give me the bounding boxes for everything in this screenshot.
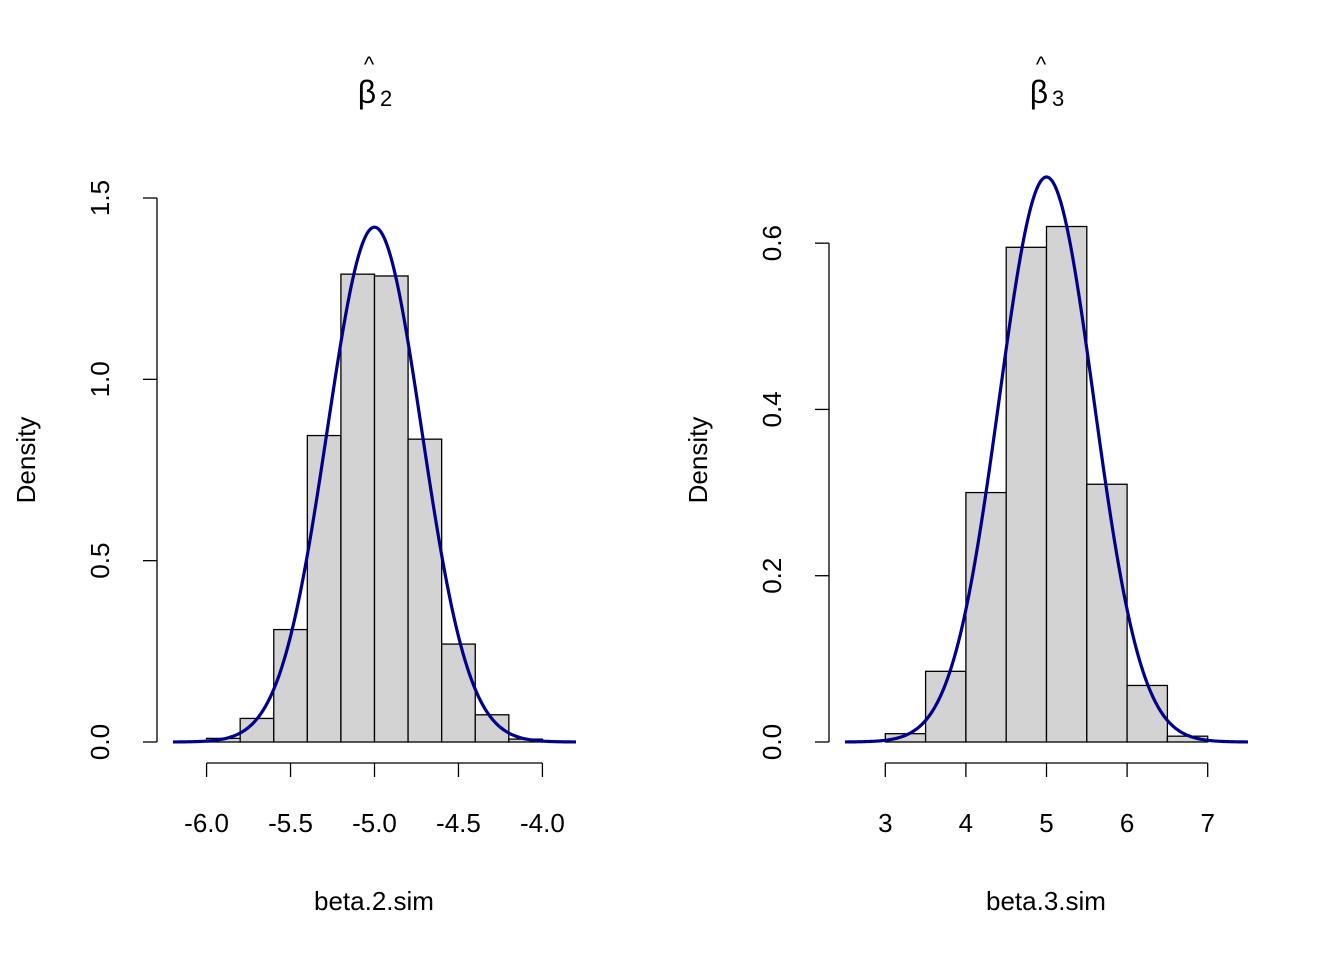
panel-title-accent: ^ bbox=[1036, 52, 1047, 77]
histogram-bar bbox=[441, 643, 476, 743]
x-tick-label: 3 bbox=[878, 808, 892, 838]
histogram-bar bbox=[407, 438, 443, 743]
panel-title-accent: ^ bbox=[364, 52, 375, 77]
panel-title-subscript: 2 bbox=[380, 86, 392, 111]
density-curve-group bbox=[844, 175, 1249, 744]
y-tick-label: 1.5 bbox=[85, 180, 115, 216]
normal-density-curve bbox=[844, 175, 1249, 744]
histogram-bar bbox=[1005, 246, 1048, 743]
panel-title-subscript: 3 bbox=[1052, 86, 1064, 111]
histogram-bar bbox=[1086, 483, 1128, 743]
histogram-bar bbox=[340, 273, 376, 743]
x-tick-label: 6 bbox=[1120, 808, 1134, 838]
y-tick-label: 0.0 bbox=[757, 724, 787, 760]
panel-title-symbol: β bbox=[358, 74, 376, 110]
x-tick-label: 7 bbox=[1200, 808, 1214, 838]
histogram-bar bbox=[373, 275, 409, 743]
bars-group bbox=[205, 273, 544, 743]
histogram-bar bbox=[965, 491, 1007, 743]
y-axis-label: Density bbox=[683, 417, 713, 504]
x-tick-label: 5 bbox=[1039, 808, 1053, 838]
x-tick-label: -6.0 bbox=[184, 808, 229, 838]
y-axis-label: Density bbox=[11, 417, 41, 504]
x-tick-label: -4.5 bbox=[436, 808, 481, 838]
x-axis: -6.0 -5.5 -5.0 -4.5 -4.0 bbox=[184, 762, 565, 838]
y-tick-label: 0.2 bbox=[757, 558, 787, 594]
x-tick-label: -5.0 bbox=[352, 808, 397, 838]
x-tick-label: -5.5 bbox=[268, 808, 313, 838]
panel-title-symbol: β bbox=[1030, 74, 1048, 110]
x-tick-label: -4.0 bbox=[520, 808, 565, 838]
x-tick-label: 4 bbox=[959, 808, 973, 838]
density-curve-group bbox=[172, 225, 577, 744]
y-tick-label: 1.0 bbox=[85, 361, 115, 397]
histogram-bar bbox=[273, 628, 308, 743]
x-axis-label: beta.3.sim bbox=[986, 886, 1106, 916]
histogram-bar bbox=[306, 434, 342, 743]
y-tick-label: 0.6 bbox=[757, 225, 787, 261]
x-axis: 3 4 5 6 7 bbox=[878, 762, 1215, 838]
x-axis-label: beta.2.sim bbox=[314, 886, 434, 916]
y-axis: 0.0 0.5 1.0 1.5 bbox=[85, 180, 158, 760]
y-tick-label: 0.0 bbox=[85, 724, 115, 760]
normal-density-curve bbox=[172, 225, 577, 744]
y-axis: 0.0 0.2 0.4 0.6 bbox=[757, 225, 830, 760]
y-tick-label: 0.4 bbox=[757, 391, 787, 427]
y-tick-label: 0.5 bbox=[85, 543, 115, 579]
histogram-panel-beta-3: β ^ 3 0.0 0.2 0.4 0.6 3 4 5 6 7 beta.3.sim Dens… bbox=[683, 52, 1249, 916]
histogram-panel-beta-2: β ^ 2 0.00.51.01.5 -6.0 -5.5 -5.0 -4.5 -4.0 … bbox=[11, 52, 577, 916]
